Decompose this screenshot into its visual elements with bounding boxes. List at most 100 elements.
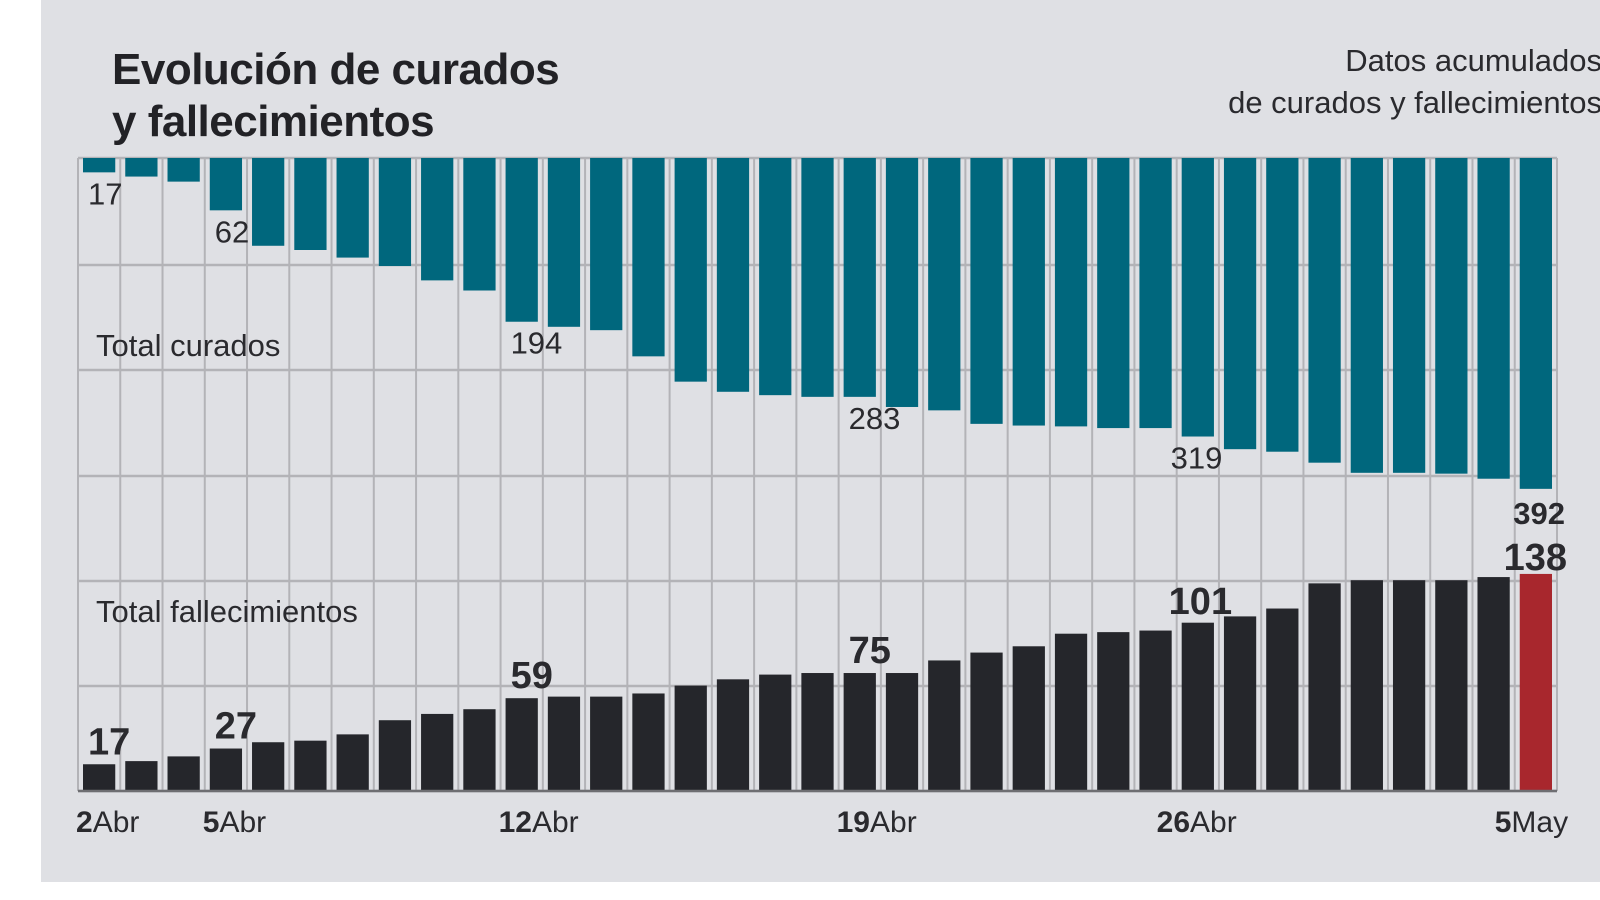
bar-curados	[252, 158, 285, 246]
title-line-1: Evolución de curados	[112, 45, 560, 94]
tick-day: 2	[76, 806, 93, 839]
bar-fallecimientos	[463, 709, 496, 791]
bar-fallecimientos	[421, 713, 454, 791]
bar-curados	[378, 158, 412, 267]
bar-curados	[1223, 158, 1257, 450]
x-tick-label: 2Abr	[76, 806, 139, 839]
bar-fallecimientos	[1223, 616, 1257, 791]
bar-curados	[83, 158, 116, 173]
bar-fallecimientos	[801, 673, 834, 791]
x-tick-label: 5Abr	[203, 806, 266, 839]
bar-fallecimientos	[505, 698, 538, 791]
tick-month: Abr	[870, 806, 917, 839]
bar-fallecimientos	[1266, 608, 1299, 791]
data-label-fallecimientos: 27	[215, 706, 257, 748]
bar-fallecimientos	[759, 674, 792, 791]
subtitle-line-1: Datos acumulados	[1345, 43, 1600, 78]
bar-curados	[1392, 158, 1426, 473]
bar-curados	[1181, 158, 1214, 437]
data-label-fallecimientos: 101	[1169, 581, 1232, 623]
bar-fallecimientos	[252, 742, 285, 791]
bar-curados	[1097, 158, 1130, 429]
bar-curados	[125, 158, 158, 177]
bar-curados	[1435, 158, 1468, 474]
bar-curados	[716, 158, 750, 392]
chart-subtitle: Datos acumulados de curados y fallecimie…	[1228, 40, 1600, 124]
bar-curados	[759, 158, 792, 396]
bar-curados	[1519, 158, 1552, 489]
bar-fallecimientos	[1054, 633, 1088, 791]
data-label-curados: 392	[1513, 496, 1565, 531]
tick-day: 26	[1157, 806, 1190, 839]
data-label-curados: 194	[511, 326, 563, 361]
series-label-fallecimientos: Total fallecimientos	[96, 594, 358, 629]
data-label-curados: 62	[215, 214, 249, 249]
bar-curados	[336, 158, 369, 258]
bar-fallecimientos	[928, 660, 961, 791]
bar-fallecimientos	[378, 720, 412, 791]
data-label-curados: 283	[849, 401, 901, 436]
x-tick-label: 26Abr	[1157, 806, 1237, 839]
bar-curados	[674, 158, 707, 382]
bar-fallecimientos	[1012, 646, 1045, 791]
bar-fallecimientos	[1477, 577, 1510, 791]
bar-fallecimientos	[125, 761, 158, 791]
bar-fallecimientos	[336, 734, 369, 791]
bar-fallecimientos	[83, 764, 116, 791]
bar-curados	[505, 158, 538, 322]
bar-fallecimientos	[843, 673, 876, 791]
data-label-curados: 319	[1171, 441, 1223, 476]
tick-month: Abr	[532, 806, 579, 839]
bar-curados	[421, 158, 454, 281]
subtitle-line-2: de curados y fallecimientos	[1228, 85, 1600, 120]
x-tick-label: 12Abr	[499, 806, 579, 839]
bar-curados	[928, 158, 961, 411]
bar-curados	[1054, 158, 1088, 427]
bar-fallecimientos	[209, 748, 243, 791]
tick-day: 12	[499, 806, 532, 839]
tick-month: Abr	[219, 806, 266, 839]
bar-curados	[590, 158, 623, 331]
data-label-fallecimientos: 59	[511, 655, 553, 697]
tick-day: 5	[1495, 806, 1512, 839]
bar-fallecimientos	[1308, 583, 1341, 791]
bar-curados	[843, 158, 876, 397]
tick-day: 5	[203, 806, 220, 839]
bar-curados	[1308, 158, 1341, 463]
x-tick-label: 19Abr	[837, 806, 917, 839]
bar-fallecimientos	[1350, 580, 1383, 791]
bar-fallecimientos	[590, 696, 623, 791]
tick-month: Abr	[93, 806, 140, 839]
tick-month: Abr	[1190, 806, 1237, 839]
data-label-curados: 17	[88, 176, 122, 211]
bar-curados	[1350, 158, 1383, 473]
chart-title: Evolución de curados y fallecimientos	[112, 44, 560, 148]
bar-curados	[167, 158, 200, 182]
series-label-curados: Total curados	[96, 328, 280, 363]
bar-fallecimientos	[1097, 632, 1130, 791]
bar-fallecimientos	[1392, 580, 1426, 791]
tick-month: May	[1511, 806, 1568, 839]
title-line-2: y fallecimientos	[112, 97, 435, 146]
bar-curados	[885, 158, 919, 407]
bar-fallecimientos	[1139, 630, 1172, 791]
bar-curados	[1012, 158, 1045, 426]
bar-fallecimientos	[674, 685, 707, 791]
bar-fallecimientos	[716, 679, 750, 791]
bar-curados	[1477, 158, 1510, 479]
x-tick-label: 5May	[1495, 806, 1568, 839]
bar-fallecimientos	[294, 740, 327, 791]
bar-curados	[547, 158, 581, 327]
bar-fallecimientos	[167, 756, 200, 791]
bar-curados	[463, 158, 496, 291]
bar-fallecimientos	[1435, 580, 1468, 791]
bar-fallecimientos	[1181, 622, 1214, 791]
bar-fallecimientos	[1519, 573, 1552, 791]
data-label-fallecimientos: 75	[849, 630, 891, 672]
bar-fallecimientos	[547, 696, 581, 791]
bar-curados	[1139, 158, 1172, 429]
data-label-fallecimientos: 138	[1504, 537, 1567, 579]
bar-curados	[294, 158, 327, 250]
bar-fallecimientos	[970, 652, 1003, 791]
